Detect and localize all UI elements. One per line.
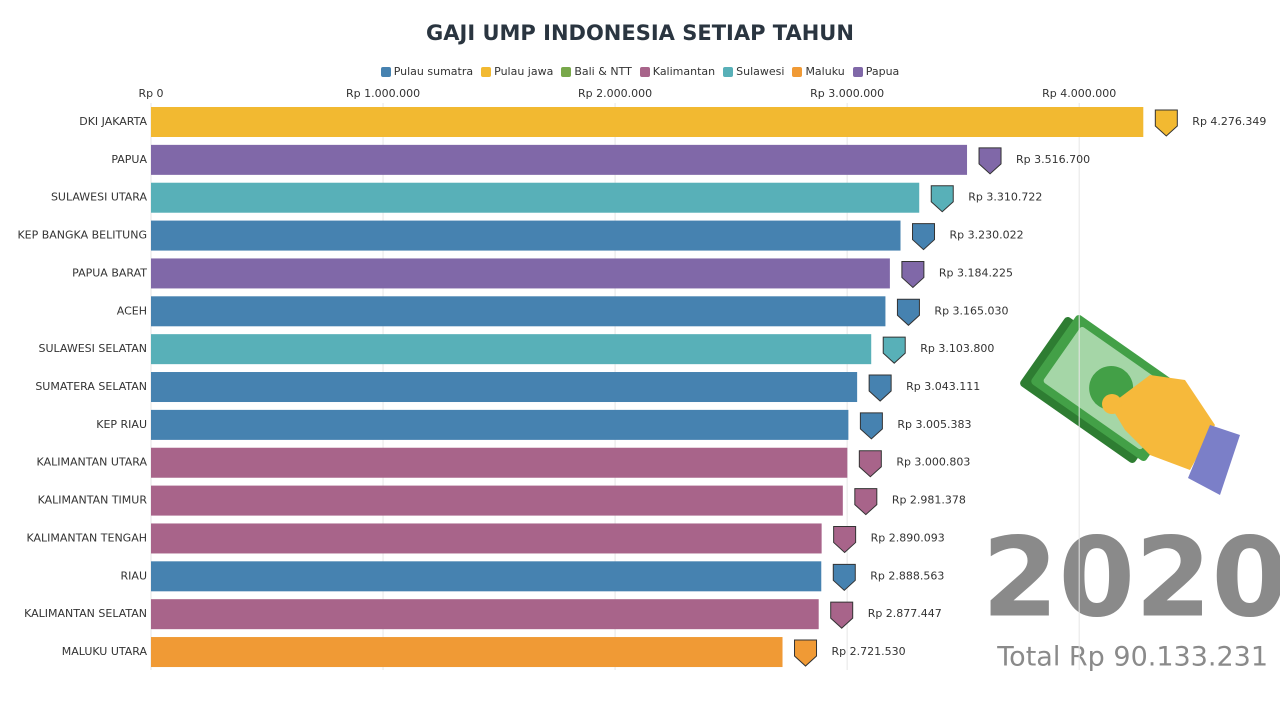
bar — [151, 447, 848, 478]
legend-item: Sulawesi — [723, 65, 784, 78]
flag-icon — [854, 488, 878, 516]
bar — [151, 409, 849, 440]
y-tick-label: KALIMANTAN TIMUR — [38, 494, 148, 507]
legend-swatch — [639, 66, 650, 77]
flag-icon — [930, 185, 954, 213]
flag-icon — [832, 563, 856, 591]
bar — [151, 107, 1144, 137]
y-tick-label: SUMATERA SELATAN — [35, 380, 147, 393]
legend-label: Papua — [865, 65, 900, 78]
y-tick-label: KALIMANTAN SELATAN — [24, 607, 147, 620]
legend-label: Maluku — [805, 65, 845, 78]
flag-icon — [912, 223, 936, 251]
x-tick-label: Rp 3.000.000 — [810, 87, 884, 100]
bar — [151, 334, 872, 365]
x-tick-label: Rp 0 — [138, 87, 163, 100]
bar — [151, 561, 822, 592]
flag-icon — [978, 147, 1002, 175]
legend-swatch — [723, 66, 734, 77]
x-tick-label: Rp 4.000.000 — [1042, 87, 1116, 100]
legend-item: Bali & NTT — [561, 65, 632, 78]
legend: Pulau sumatra Pulau jawa Bali & NTT Kaliman… — [0, 65, 1280, 78]
legend-swatch — [481, 66, 492, 77]
value-label: Rp 3.000.803 — [896, 456, 970, 469]
y-tick-label: SULAWESI UTARA — [51, 191, 148, 204]
y-tick-label: SULAWESI SELATAN — [39, 342, 148, 355]
y-tick-label: RIAU — [121, 569, 147, 582]
value-label: Rp 3.230.022 — [950, 229, 1024, 242]
value-label: Rp 2.877.447 — [868, 607, 942, 620]
chart-title: GAJI UMP INDONESIA SETIAP TAHUN — [426, 21, 854, 45]
y-tick-label: ACEH — [117, 304, 147, 317]
value-label: Rp 3.005.383 — [897, 418, 971, 431]
bar — [151, 182, 920, 213]
total-label: Total Rp 90.133.231 — [996, 642, 1268, 673]
y-tick-label: PAPUA BARAT — [72, 266, 147, 279]
bar — [151, 485, 843, 516]
legend-item: Papua — [852, 65, 900, 78]
bar — [151, 258, 890, 289]
bar — [151, 220, 901, 251]
y-tick-label: MALUKU UTARA — [62, 645, 148, 658]
value-label: Rp 4.276.349 — [1192, 115, 1266, 128]
flag-icon — [882, 336, 906, 364]
value-label: Rp 3.516.700 — [1016, 153, 1090, 166]
y-tick-label: KALIMANTAN TENGAH — [27, 531, 148, 544]
y-tick-label: KEP RIAU — [96, 418, 147, 431]
value-label: Rp 2.721.530 — [832, 645, 906, 658]
bar — [151, 637, 783, 668]
value-label: Rp 2.890.093 — [871, 531, 945, 544]
legend-item: Kalimantan — [639, 65, 716, 78]
y-tick-label: KALIMANTAN UTARA — [37, 456, 148, 469]
legend-label: Kalimantan — [652, 65, 716, 78]
bar — [151, 296, 886, 327]
bars — [151, 107, 1178, 668]
flag-icon — [896, 298, 920, 326]
value-label: Rp 2.981.378 — [892, 494, 966, 507]
money-illustration — [1020, 315, 1240, 495]
legend-swatch — [561, 66, 572, 77]
legend-label: Pulau sumatra — [393, 65, 474, 78]
legend-item: Pulau jawa — [481, 65, 553, 78]
bar — [151, 372, 858, 403]
flag-icon — [858, 450, 882, 478]
year-label: 2020 — [982, 513, 1280, 641]
bar — [151, 599, 819, 630]
bar — [151, 523, 822, 554]
value-label: Rp 3.165.030 — [934, 304, 1008, 317]
y-tick-label: KEP BANGKA BELITUNG — [17, 229, 147, 242]
legend-label: Sulawesi — [736, 65, 785, 78]
legend-swatch — [380, 66, 391, 77]
flag-icon — [830, 601, 854, 629]
flag-icon — [794, 639, 818, 667]
legend-item: Pulau sumatra — [380, 65, 474, 78]
flag-icon — [901, 260, 925, 289]
value-label: Rp 3.103.800 — [920, 342, 994, 355]
value-label: Rp 3.184.225 — [939, 266, 1013, 279]
value-label: Rp 2.888.563 — [870, 569, 944, 582]
bar — [151, 144, 968, 175]
legend-swatch — [792, 66, 803, 77]
y-tick-label: DKI JAKARTA — [79, 115, 147, 128]
y-tick-label: PAPUA — [111, 153, 147, 166]
legend-item: Maluku — [792, 65, 845, 78]
x-tick-label: Rp 2.000.000 — [578, 87, 652, 100]
flag-icon — [868, 374, 892, 402]
flag-icon — [833, 525, 857, 554]
flag-icon — [859, 412, 883, 440]
value-label: Rp 3.043.111 — [906, 380, 980, 393]
x-tick-label: Rp 1.000.000 — [346, 87, 420, 100]
legend-label: Bali & NTT — [574, 65, 632, 78]
value-label: Rp 3.310.722 — [968, 191, 1042, 204]
legend-swatch — [852, 66, 863, 77]
legend-label: Pulau jawa — [494, 65, 554, 78]
flag-icon — [1154, 109, 1178, 137]
